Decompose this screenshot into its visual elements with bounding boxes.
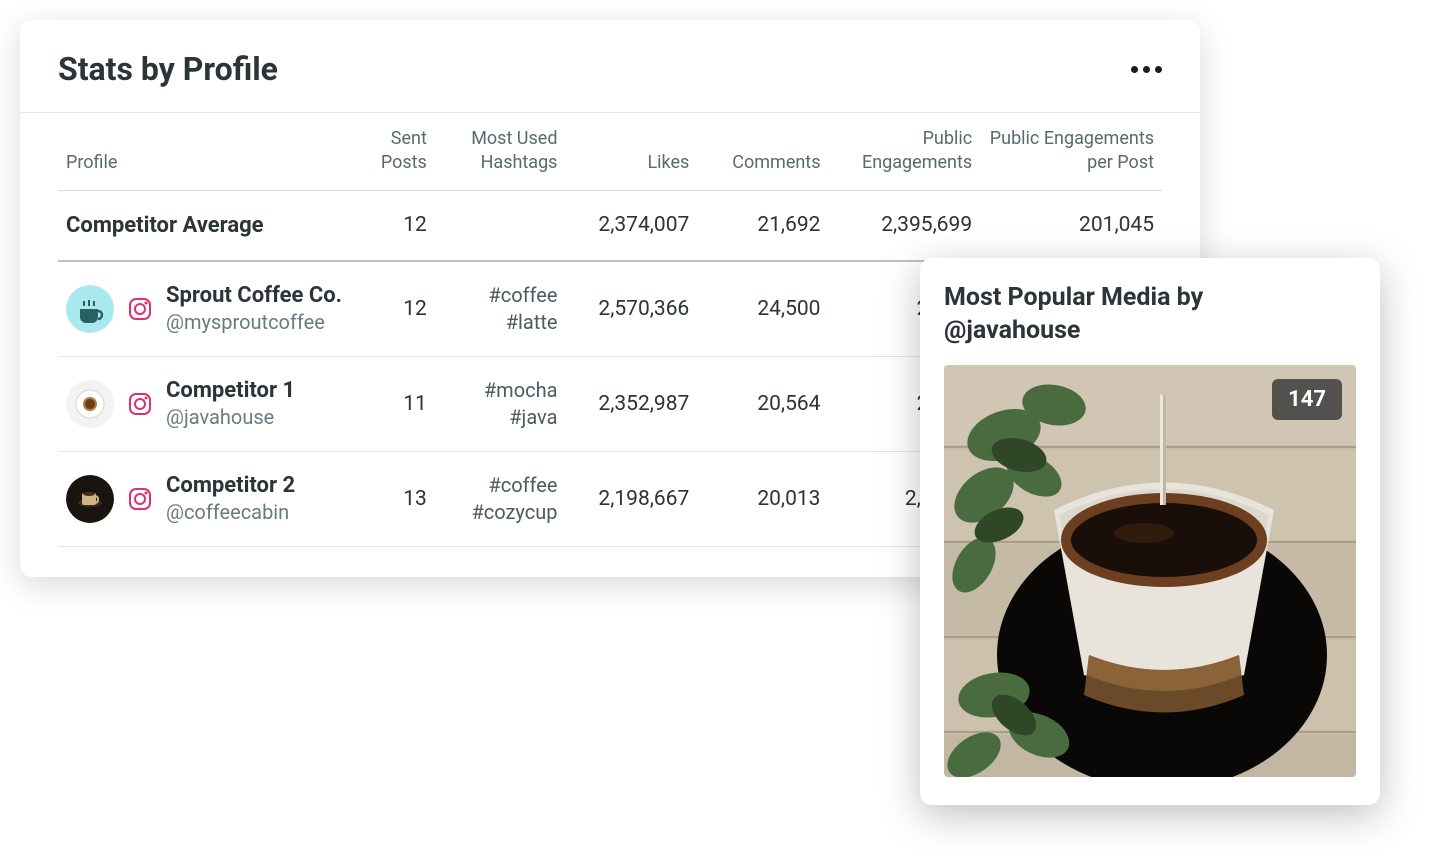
col-profile: Profile xyxy=(58,113,352,190)
cup-icon xyxy=(66,285,114,333)
coffee-photinstagram-icon xyxy=(944,365,1356,777)
profile-name: Competitor 1 xyxy=(166,377,295,405)
cell-likes: 2,570,366 xyxy=(565,261,697,357)
profile-cell: Sprout Coffee Co. @mysproutcoffee xyxy=(66,282,344,335)
cup-icon xyxy=(66,380,114,428)
col-likes: Likes xyxy=(565,113,697,190)
profile-text: Sprout Coffee Co. @mysproutcoffee xyxy=(166,282,342,335)
profile-handle: @coffeecabin xyxy=(166,500,295,525)
profile-handle: @javahouse xyxy=(166,405,295,430)
profile-name: Competitor 2 xyxy=(166,472,295,500)
media-card: Most Popular Media by@javahouse xyxy=(920,258,1380,805)
avatar xyxy=(66,285,114,333)
profile-cell: Competitor 2 @coffeecabin xyxy=(66,472,344,525)
cell-sent-posts: 12 xyxy=(352,261,435,357)
cell-hashtags: #coffee#latte xyxy=(435,261,566,357)
more-options-icon[interactable] xyxy=(1131,66,1162,73)
instagram-icon xyxy=(128,297,152,321)
media-card-title: Most Popular Media by@javahouse xyxy=(944,282,1356,347)
avg-label: Competitor Average xyxy=(58,190,352,261)
cell-likes: 2,352,987 xyxy=(565,356,697,451)
avg-likes: 2,374,007 xyxy=(565,190,697,261)
profile-name: Sprout Coffee Co. xyxy=(166,282,342,310)
col-per-post: Public Engagementsper Post xyxy=(980,113,1162,190)
profile-cell: Competitor 1 @javahouse xyxy=(66,377,344,430)
col-engagements: PublicEngagements xyxy=(828,113,980,190)
instagram-icon xyxy=(128,392,152,416)
instagram-icon xyxy=(128,487,152,511)
avatar xyxy=(66,380,114,428)
card-title: Stats by Profile xyxy=(58,50,278,88)
cell-hashtags: #coffee#cozycup xyxy=(435,451,566,546)
media-image[interactable]: 147 xyxy=(944,365,1356,777)
average-row: Competitor Average 12 2,374,007 21,692 2… xyxy=(58,190,1162,261)
media-count-badge: 147 xyxy=(1272,379,1342,420)
profile-text: Competitor 2 @coffeecabin xyxy=(166,472,295,525)
cell-sent-posts: 13 xyxy=(352,451,435,546)
avg-per-post: 201,045 xyxy=(980,190,1162,261)
cell-comments: 24,500 xyxy=(697,261,828,357)
cell-comments: 20,564 xyxy=(697,356,828,451)
avg-comments: 21,692 xyxy=(697,190,828,261)
table-header-row: Profile SentPosts Most UsedHashtags Like… xyxy=(58,113,1162,190)
cup-icon xyxy=(66,475,114,523)
avg-engagements: 2,395,699 xyxy=(828,190,980,261)
cell-comments: 20,013 xyxy=(697,451,828,546)
card-header: Stats by Profile xyxy=(20,20,1200,112)
col-hashtags: Most UsedHashtags xyxy=(435,113,566,190)
profile-handle: @mysproutcoffee xyxy=(166,310,342,335)
col-sent-posts: SentPosts xyxy=(352,113,435,190)
cell-likes: 2,198,667 xyxy=(565,451,697,546)
col-comments: Comments xyxy=(697,113,828,190)
cell-hashtags: #mocha#java xyxy=(435,356,566,451)
profile-text: Competitor 1 @javahouse xyxy=(166,377,295,430)
cell-sent-posts: 11 xyxy=(352,356,435,451)
avatar xyxy=(66,475,114,523)
avg-sent-posts: 12 xyxy=(352,190,435,261)
avg-hashtags xyxy=(435,190,566,261)
